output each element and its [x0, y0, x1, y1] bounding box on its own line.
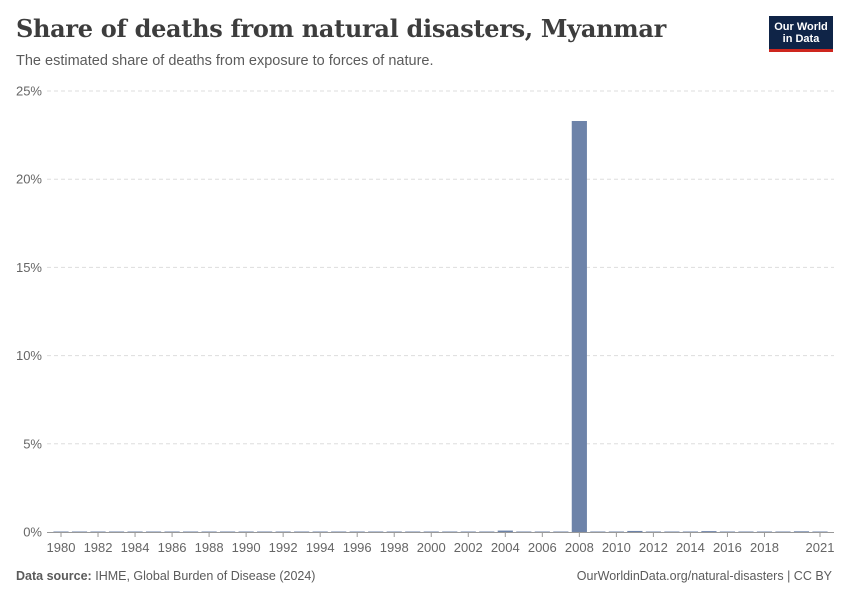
x-tick-label-2018: 2018	[750, 540, 779, 555]
bars	[53, 120, 828, 532]
bar-2003	[479, 531, 495, 532]
x-tick-label-1986: 1986	[158, 540, 187, 555]
owid-logo[interactable]: Our World in Data	[769, 16, 833, 52]
bar-1982	[90, 531, 106, 532]
bar-2012	[645, 531, 661, 532]
bar-2016	[719, 531, 736, 532]
bar-2008	[571, 120, 587, 532]
y-tick-label-15: 15%	[16, 260, 42, 275]
x-tick-label-1988: 1988	[195, 540, 224, 555]
logo-line-2: in Data	[782, 33, 820, 45]
bar-2014	[682, 531, 699, 532]
y-tick-label-5: 5%	[23, 436, 42, 451]
bar-1994	[312, 531, 328, 532]
bar-1987	[182, 531, 199, 532]
bar-2021	[812, 531, 828, 532]
bar-1981	[71, 531, 88, 532]
chart-title: Share of deaths from natural disasters, …	[16, 14, 666, 43]
x-tick-label-2014: 2014	[676, 540, 705, 555]
bar-2010	[608, 531, 624, 532]
x-tick-label-2012: 2012	[639, 540, 668, 555]
bar-1989	[220, 531, 236, 532]
bar-1986	[164, 531, 180, 532]
x-tick-label-1998: 1998	[380, 540, 409, 555]
bar-2011	[627, 530, 643, 532]
x-tick-label-2008: 2008	[565, 540, 594, 555]
bar-1999	[405, 531, 421, 532]
x-tick-label-2000: 2000	[417, 540, 446, 555]
bar-1988	[201, 531, 217, 532]
bar-2006	[534, 531, 550, 532]
chart-subtitle: The estimated share of deaths from expos…	[16, 53, 434, 69]
x-tick-label-2004: 2004	[491, 540, 520, 555]
x-tick-label-1996: 1996	[343, 540, 372, 555]
y-axis-labels: 0% 5% 10% 15% 20% 25%	[16, 84, 42, 540]
bar-1993	[294, 531, 310, 532]
x-tick-label-1994: 1994	[306, 540, 335, 555]
bar-1992	[275, 531, 291, 532]
bar-2002	[460, 531, 476, 532]
x-tick-label-2010: 2010	[602, 540, 631, 555]
x-tick-label-1984: 1984	[121, 540, 150, 555]
bar-1983	[108, 531, 125, 532]
x-tick-label-2021: 2021	[806, 540, 835, 555]
data-source-text[interactable]: IHME, Global Burden of Disease (2024)	[95, 569, 316, 583]
bar-2007	[553, 531, 569, 532]
bar-1996	[349, 531, 365, 532]
bar-2018	[756, 531, 773, 532]
data-source: Data source: IHME, Global Burden of Dise…	[16, 569, 315, 583]
bar-1985	[145, 531, 162, 532]
y-tick-label-0: 0%	[23, 525, 42, 540]
footer-link[interactable]: OurWorldinData.org/natural-disasters | C…	[576, 569, 832, 583]
bar-1984	[127, 531, 143, 532]
bar-2013	[664, 531, 680, 532]
bar-1990	[238, 531, 254, 532]
bar-1997	[368, 531, 384, 532]
bar-2020	[793, 531, 810, 532]
bar-2005	[516, 531, 532, 532]
bar-1991	[257, 531, 273, 532]
x-tick-label-1982: 1982	[84, 540, 113, 555]
bar-2009	[590, 531, 606, 532]
y-tick-label-25: 25%	[16, 84, 42, 99]
bar-2000	[423, 531, 439, 532]
x-tick-label-1992: 1992	[269, 540, 298, 555]
bar-1980	[53, 531, 69, 532]
x-axis: 1980 1982 1984 1986 1988 1990 1992 1994 1996 1998…	[47, 532, 835, 555]
x-tick-label-2016: 2016	[713, 540, 742, 555]
gridlines	[47, 90, 834, 445]
logo-line-1: Our World	[774, 21, 828, 33]
x-tick-label-1990: 1990	[232, 540, 261, 555]
bar-1998	[386, 531, 402, 532]
bar-2004	[497, 530, 513, 532]
bar-2017	[738, 531, 754, 532]
bar-2019	[775, 531, 791, 532]
x-tick-label-2002: 2002	[454, 540, 483, 555]
y-tick-label-10: 10%	[16, 348, 42, 363]
y-tick-label-20: 20%	[16, 172, 42, 187]
x-tick-label-2006: 2006	[528, 540, 557, 555]
bar-2015	[701, 531, 717, 532]
x-tick-label-1980: 1980	[47, 540, 76, 555]
bar-1995	[331, 531, 347, 532]
bar-2001	[442, 531, 458, 532]
data-source-label: Data source:	[16, 569, 92, 583]
